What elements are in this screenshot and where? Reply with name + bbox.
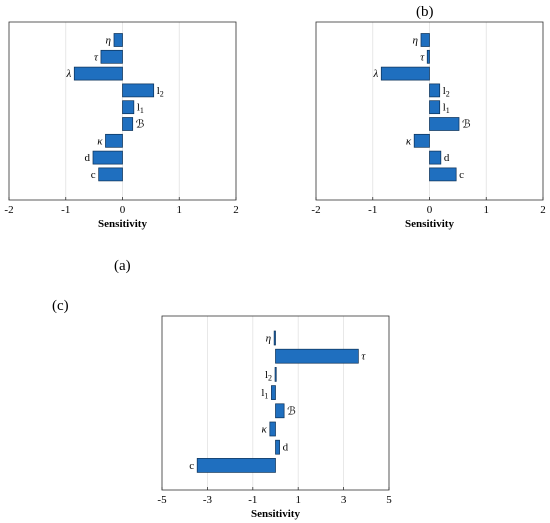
tick-label-b-3: 1	[484, 204, 490, 216]
bar-a-7	[92, 150, 123, 165]
tick-label-c-4: 3	[341, 494, 347, 506]
tick-label-a-0: -2	[4, 204, 13, 216]
bar-c-2	[274, 367, 277, 382]
bar-c-7	[196, 458, 276, 473]
bar-b-8	[429, 167, 457, 182]
bar-b-3	[429, 83, 441, 98]
bar-label-b-4: l1	[443, 102, 450, 115]
bar-c-4	[275, 403, 285, 419]
tick-label-a-3: 1	[177, 204, 183, 216]
tick-label-c-5: 5	[386, 494, 392, 506]
bar-label-c-2: l2	[265, 369, 272, 382]
bar-b-4	[429, 100, 441, 115]
bar-label-a-5: ℬ	[136, 119, 145, 131]
bar-label-a-4: l1	[137, 102, 144, 115]
bar-label-c-5: κ	[262, 424, 268, 436]
bar-c-1	[275, 348, 359, 364]
bar-a-6	[105, 133, 123, 148]
bar-label-a-7: d	[84, 152, 90, 164]
bar-a-5	[122, 117, 134, 131]
bar-c-6	[275, 439, 280, 455]
bar-a-1	[100, 49, 123, 64]
bar-label-c-3: l1	[261, 387, 268, 400]
tick-label-c-0: -5	[157, 494, 167, 506]
plot-frame-c	[161, 315, 390, 491]
tick-label-a-1: -1	[61, 204, 70, 216]
x-axis-title-b: Sensitivity	[405, 218, 454, 230]
bar-label-a-2: λ	[65, 68, 71, 80]
tick-label-b-2: 0	[427, 204, 433, 216]
bar-b-5	[429, 117, 460, 131]
x-axis-title-a: Sensitivity	[98, 218, 147, 230]
bar-label-b-1: τ	[420, 51, 425, 63]
tick-label-c-2: -1	[248, 494, 257, 506]
tick-label-b-0: -2	[311, 204, 320, 216]
bar-label-b-5: ℬ	[462, 119, 471, 131]
bar-b-0	[420, 33, 430, 47]
chart-c: η τ l2 l1 ℬκ d c -5 -3 -1 1 3 5 Sensitivity	[157, 315, 392, 520]
bar-label-b-7: d	[444, 152, 450, 164]
tick-label-c-1: -3	[203, 494, 213, 506]
bar-a-3	[122, 83, 155, 98]
bar-b-6	[413, 133, 430, 148]
bar-label-c-0: η	[266, 333, 271, 345]
tick-label-c-3: 1	[295, 494, 301, 506]
tick-label-b-1: -1	[368, 204, 377, 216]
bar-label-a-8: c	[91, 169, 96, 181]
bar-label-a-1: τ	[94, 51, 99, 63]
x-axis-title-c: Sensitivity	[251, 508, 300, 520]
bar-label-c-1: τ	[361, 351, 366, 363]
bar-label-b-8: c	[459, 169, 464, 181]
tick-label-b-4: 2	[540, 204, 546, 216]
bar-a-8	[98, 167, 123, 182]
bar-label-b-0: η	[413, 35, 418, 47]
bar-label-b-2: λ	[372, 68, 378, 80]
bar-label-c-4: ℬ	[287, 405, 296, 417]
bar-label-a-6: κ	[97, 135, 103, 147]
bar-label-a-3: l2	[157, 85, 164, 98]
panel-label-b: (b)	[416, 4, 434, 20]
bar-b-1	[426, 49, 430, 64]
bar-label-b-3: l2	[443, 85, 450, 98]
tick-label-a-2: 0	[120, 204, 126, 216]
bar-a-2	[73, 66, 123, 81]
tick-label-a-4: 2	[233, 204, 239, 216]
chart-b: ητ λ l2 l1 ℬκ dc -2 -1 0 1 2 Sensitivity	[311, 21, 546, 230]
bar-a-4	[122, 100, 135, 115]
bar-c-3	[271, 385, 276, 400]
bar-c-5	[269, 421, 276, 437]
bar-c-0	[273, 330, 276, 346]
bar-label-c-6: d	[283, 442, 289, 454]
panel-label-c: (c)	[52, 298, 69, 314]
bar-label-c-7: c	[189, 460, 194, 472]
bar-label-a-0: η	[106, 35, 111, 47]
bar-b-7	[429, 150, 442, 165]
panel-label-a: (a)	[114, 258, 131, 274]
bar-a-0	[113, 33, 123, 47]
bar-b-2	[380, 66, 430, 81]
bar-label-b-6: κ	[406, 135, 412, 147]
